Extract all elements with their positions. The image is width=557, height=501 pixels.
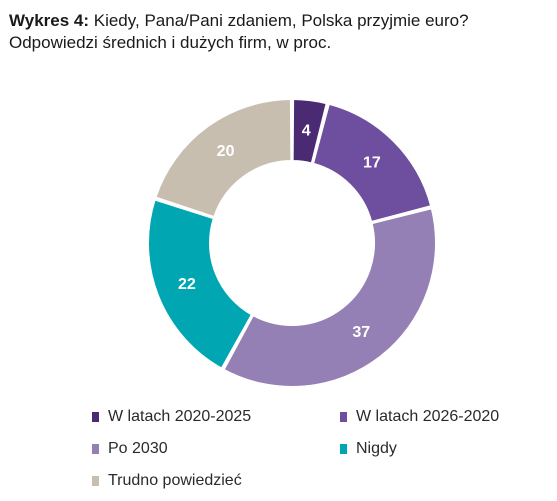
legend-label: Po 2030 [108, 440, 168, 457]
donut-slices [147, 97, 437, 388]
legend-label: W latach 2020-2025 [108, 408, 252, 425]
legend-item-nigdy: Nigdy [340, 440, 397, 458]
title-question: Kiedy, Pana/Pani zdaniem, Polska przyjmi… [89, 11, 469, 30]
slice-value-label: 22 [178, 276, 196, 293]
title-line-1: Wykres 4: Kiedy, Pana/Pani zdaniem, Pols… [9, 10, 549, 32]
legend-swatch [92, 476, 99, 486]
slice-value-label: 17 [363, 155, 381, 172]
donut-slice [291, 97, 328, 165]
legend-swatch [340, 412, 347, 422]
legend-item-po-2030: Po 2030 [92, 440, 168, 458]
title-line-2: Odpowiedzi średnich i dużych firm, w pro… [9, 33, 332, 52]
legend-item-2026-2020: W latach 2026-2020 [340, 408, 499, 426]
legend-item-trudno-powiedziec: Trudno powiedzieć [92, 472, 242, 490]
donut-slice [154, 97, 293, 219]
legend-label: Trudno powiedzieć [108, 472, 242, 489]
slice-value-label: 4 [302, 122, 311, 139]
chart-title: Wykres 4: Kiedy, Pana/Pani zdaniem, Pols… [9, 10, 549, 54]
legend-item-2020-2025: W latach 2020-2025 [92, 408, 251, 426]
legend-label: W latach 2026-2020 [356, 408, 500, 425]
legend-swatch [92, 412, 99, 422]
figure-number: Wykres 4: [9, 11, 90, 30]
slice-labels: 4 17 37 22 20 [178, 122, 381, 340]
donut-slice [147, 198, 254, 371]
slice-value-label: 37 [352, 324, 370, 341]
legend-swatch [92, 444, 99, 454]
donut-slice [311, 102, 433, 224]
donut-slice [222, 207, 437, 388]
legend-swatch [340, 444, 347, 454]
legend-label: Nigdy [356, 440, 397, 457]
slice-value-label: 20 [217, 143, 235, 160]
